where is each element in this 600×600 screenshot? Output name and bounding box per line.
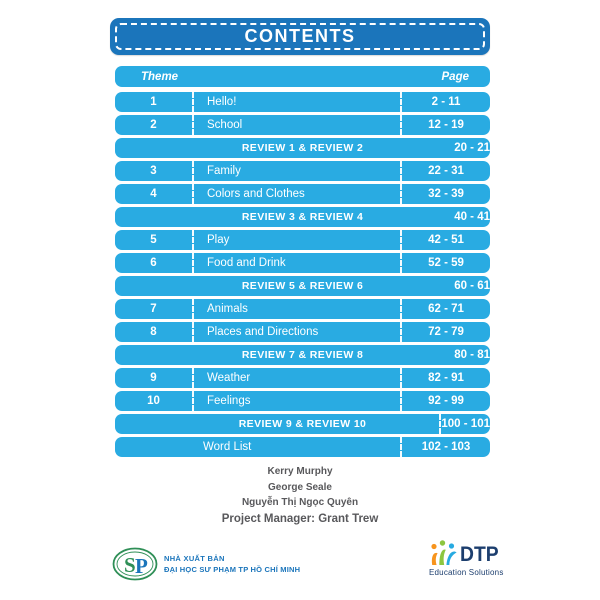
theme-number: 9	[150, 372, 157, 384]
review-title: REVIEW 1 & REVIEW 2	[241, 142, 364, 154]
theme-title: Feelings	[192, 391, 400, 411]
theme-number: 2	[150, 119, 157, 131]
theme-title: Play	[192, 230, 400, 250]
review-title: REVIEW 3 & REVIEW 4	[241, 211, 364, 223]
theme-number: 6	[150, 257, 157, 269]
table-header-row: Theme Page	[115, 66, 490, 87]
page-range: 60 - 61	[454, 280, 490, 292]
page-column-header: Page	[441, 70, 470, 83]
page-range: 92 - 99	[400, 391, 490, 411]
page-range: 100 - 101	[439, 414, 490, 434]
publisher-name-line1: NHÀ XUẤT BẢN	[164, 554, 225, 563]
table-row: 9 Weather 82 - 91	[115, 368, 490, 388]
contents-banner: CONTENTS	[110, 18, 490, 55]
credit-line: Project Manager: Grant Trew	[221, 512, 379, 525]
page-range: 52 - 59	[400, 253, 490, 273]
theme-number: 10	[147, 395, 160, 407]
table-row: 2 School 12 - 19	[115, 115, 490, 135]
table-row: 4 Colors and Clothes 32 - 39	[115, 184, 490, 204]
table-row: 6 Food and Drink 52 - 59	[115, 253, 490, 273]
review-row: REVIEW 3 & REVIEW 4 40 - 41	[115, 207, 490, 227]
table-row: 5 Play 42 - 51	[115, 230, 490, 250]
contents-table-body: 1 Hello! 2 - 11 2 School 12 - 19 REVIEW 1 & RE…	[115, 92, 490, 457]
theme-number: 1	[150, 96, 157, 108]
theme-title: Family	[192, 161, 400, 181]
page-range: 20 - 21	[454, 142, 490, 154]
page-range: 12 - 19	[400, 115, 490, 135]
page-range: 22 - 31	[400, 161, 490, 181]
credits: Kerry Murphy George Seale Nguyễn Thị Ngọc …	[0, 464, 600, 528]
page-range: 2 - 11	[400, 92, 490, 112]
publisher-name-line2: ĐẠI HỌC SƯ PHẠM TP HỒ CHÍ MINH	[164, 565, 301, 574]
review-title: REVIEW 5 & REVIEW 6	[241, 280, 364, 292]
review-row: REVIEW 1 & REVIEW 2 20 - 21	[115, 138, 490, 158]
review-title: REVIEW 9 & REVIEW 10	[238, 418, 367, 430]
review-title: REVIEW 7 & REVIEW 8	[241, 349, 364, 361]
page-range: 82 - 91	[400, 368, 490, 388]
table-row: 3 Family 22 - 31	[115, 161, 490, 181]
dtp-logo-block: DTP Education Solutions	[429, 539, 519, 577]
theme-number: 5	[150, 234, 157, 246]
dtp-tagline: Education Solutions	[429, 568, 504, 577]
theme-title: Animals	[192, 299, 400, 319]
theme-title: Colors and Clothes	[192, 184, 400, 204]
credit-line: George Seale	[268, 481, 332, 493]
page-title: CONTENTS	[244, 26, 356, 46]
page-range: 80 - 81	[454, 349, 490, 361]
review-row: REVIEW 9 & REVIEW 10 100 - 101	[115, 414, 490, 434]
page-range: 42 - 51	[400, 230, 490, 250]
publisher-block: S P NHÀ XUẤT BẢN ĐẠI HỌC SƯ PHẠM TP HỒ C…	[112, 547, 300, 581]
sp-publisher-logo: S P	[112, 547, 158, 581]
svg-text:P: P	[135, 554, 148, 578]
page-range: 40 - 41	[454, 211, 490, 223]
theme-number: 4	[150, 188, 157, 200]
theme-column-header: Theme	[141, 70, 179, 83]
theme-title: Hello!	[192, 92, 400, 112]
table-row: 8 Places and Directions 72 - 79	[115, 322, 490, 342]
page-range: 32 - 39	[400, 184, 490, 204]
review-row: REVIEW 5 & REVIEW 6 60 - 61	[115, 276, 490, 296]
credit-line: Kerry Murphy	[267, 466, 333, 477]
theme-number: 8	[150, 326, 157, 338]
theme-title: Weather	[192, 368, 400, 388]
table-row: 7 Animals 62 - 71	[115, 299, 490, 319]
page-range: 72 - 79	[400, 322, 490, 342]
wordlist-row: Word List 102 - 103	[115, 437, 490, 457]
dtp-wordmark: DTP	[460, 543, 499, 566]
dashed-border	[115, 23, 485, 50]
svg-text:S: S	[124, 553, 136, 577]
theme-title: Food and Drink	[192, 253, 400, 273]
credit-line: Nguyễn Thị Ngọc Quyên	[241, 497, 359, 508]
theme-number: 3	[150, 165, 157, 177]
page-range: 102 - 103	[400, 437, 490, 457]
wordlist-title: Word List	[203, 441, 252, 453]
theme-number: 7	[150, 303, 157, 315]
theme-title: School	[192, 115, 400, 135]
table-row: 1 Hello! 2 - 11	[115, 92, 490, 112]
theme-title: Places and Directions	[192, 322, 400, 342]
table-row: 10 Feelings 92 - 99	[115, 391, 490, 411]
page-range: 62 - 71	[400, 299, 490, 319]
dtp-people-icon	[431, 540, 457, 565]
review-row: REVIEW 7 & REVIEW 8 80 - 81	[115, 345, 490, 365]
